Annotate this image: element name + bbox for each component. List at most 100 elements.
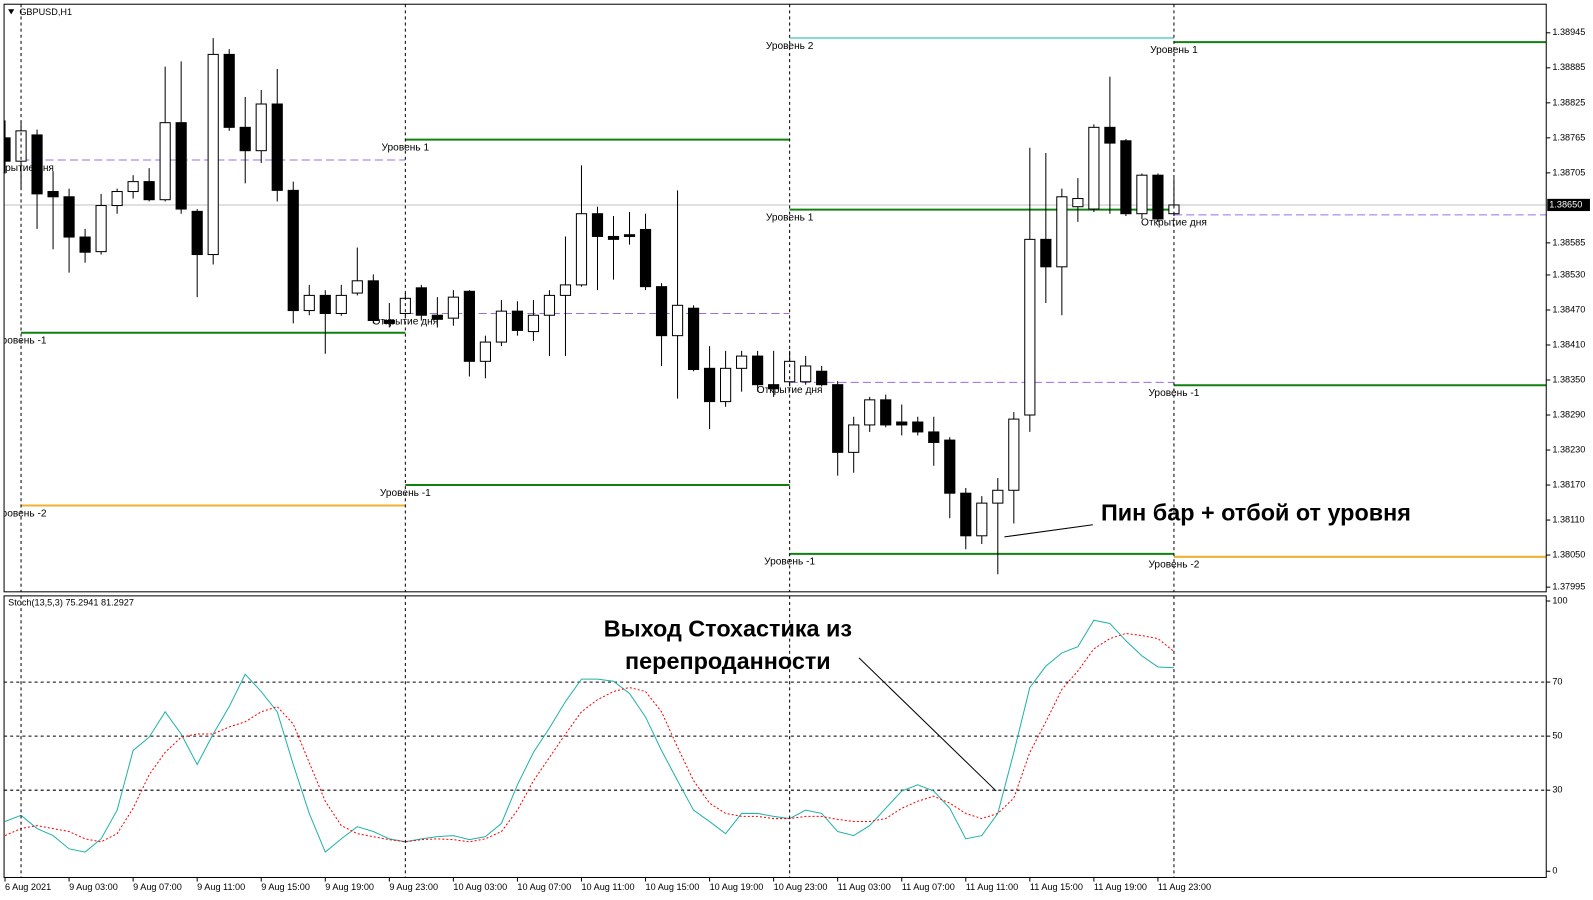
- level-label: Уровень -1: [1148, 388, 1199, 399]
- candle-body: [383, 319, 395, 324]
- y-tick-label: 1.38885: [1552, 62, 1585, 72]
- stoch-line: [4, 619, 1174, 853]
- chart-title: GBPUSD,H1: [19, 7, 72, 17]
- candle-body: [351, 280, 363, 294]
- candle-body: [191, 210, 203, 256]
- menu-triangle: [8, 9, 15, 15]
- y-tick-label: 1.38350: [1552, 374, 1585, 384]
- candle-body: [880, 399, 892, 426]
- candle-body: [303, 294, 315, 312]
- level-label: Открытие дня: [1141, 218, 1207, 229]
- y-tick-label: 1.38585: [1552, 237, 1585, 247]
- y-tick-label: 1.38290: [1552, 409, 1585, 419]
- candle-body: [111, 191, 123, 207]
- candle-body: [671, 304, 684, 337]
- x-tick-label: 9 Aug 11:00: [197, 882, 245, 892]
- candle-body: [319, 294, 331, 314]
- candle-body: [1024, 238, 1036, 416]
- candle-body: [447, 296, 459, 319]
- candle-body: [543, 294, 556, 316]
- candle-body: [960, 492, 972, 537]
- candle-body: [271, 103, 283, 191]
- candle-body: [832, 384, 844, 453]
- candle-body: [736, 355, 748, 369]
- y-tick-label: 1.38230: [1552, 444, 1585, 454]
- candle-body: [944, 439, 956, 494]
- y-tick-label: 30: [1552, 785, 1562, 795]
- candle-body: [1152, 174, 1164, 220]
- candle-body: [559, 284, 572, 296]
- candle-body: [864, 399, 876, 426]
- y-tick-label: 70: [1552, 677, 1562, 687]
- current-price-label: 1.38650: [1549, 199, 1582, 209]
- y-tick-label: 1.38050: [1552, 549, 1585, 559]
- candle-body: [79, 236, 91, 253]
- candle-body: [415, 287, 427, 316]
- axes: 1.38945 1.38885 1.38825 1.38765 1.38705 1.385…: [4, 4, 1590, 892]
- candle-body: [720, 367, 732, 403]
- stoch-line: [4, 632, 1175, 843]
- x-tick-label: 10 Aug 03:00: [453, 882, 507, 892]
- x-tick-label: 11 Aug 23:00: [1158, 882, 1211, 892]
- x-tick-label: 10 Aug 15:00: [646, 882, 700, 892]
- x-tick-label: 11 Aug 03:00: [838, 882, 891, 892]
- candle-body: [207, 53, 219, 256]
- candle-body: [928, 431, 940, 443]
- candle-body: [527, 314, 540, 333]
- x-tick-label: 10 Aug 23:00: [774, 882, 828, 892]
- level-label: Уровень -2: [0, 508, 47, 519]
- price-panel: Открытие дня Уровень -1 Уровень -2 Уровень …: [0, 37, 1547, 575]
- y-tick-label: 1.37995: [1552, 582, 1585, 592]
- candle-body: [816, 370, 828, 386]
- candle-body: [1056, 196, 1068, 268]
- candle-body: [1088, 126, 1100, 210]
- candle-body: [495, 310, 508, 343]
- candle-body: [95, 205, 107, 253]
- candle-body: [335, 294, 347, 314]
- candle-body: [255, 103, 267, 152]
- x-tick-label: 9 Aug 15:00: [261, 882, 310, 892]
- stoch-panel: [4, 619, 1547, 853]
- stoch-title: Stoch(13,5,3) 75.2941 81.2927: [8, 597, 134, 607]
- candle-body: [623, 234, 636, 237]
- x-tick-label: 11 Aug 11:00: [966, 882, 1018, 892]
- price-frame: [3, 3, 1547, 593]
- x-tick-label: 9 Aug 03:00: [69, 882, 118, 892]
- candle-body: [223, 53, 235, 128]
- candle-body: [768, 384, 780, 390]
- y-tick-label: 1.38825: [1552, 97, 1585, 107]
- x-tick-label: 10 Aug 19:00: [710, 882, 764, 892]
- y-tick-label: 0: [1552, 866, 1557, 876]
- candle-body: [143, 181, 155, 201]
- level-label: Уровень 1: [1150, 45, 1198, 56]
- candle-body: [752, 355, 764, 386]
- level-label: Уровень 1: [382, 142, 430, 153]
- annotation-arrow: [1004, 524, 1093, 538]
- level-label: Открытие дня: [0, 163, 54, 174]
- annotation: Пин бар + отбой от уровня: [1101, 500, 1411, 526]
- annotation: Выход Стохастика из: [604, 616, 852, 642]
- candle-body: [896, 421, 908, 426]
- candle-body: [800, 365, 812, 383]
- candle-body: [1104, 126, 1116, 144]
- candle-body: [703, 367, 716, 403]
- x-tick-label: 9 Aug 19:00: [325, 882, 374, 892]
- candle-body: [575, 213, 588, 286]
- candle-body: [479, 341, 491, 362]
- x-tick-label: 11 Aug 15:00: [1030, 882, 1083, 892]
- candle-body: [848, 424, 860, 453]
- candle-body: [1072, 198, 1084, 208]
- candle-body: [639, 228, 652, 288]
- x-tick-label: 11 Aug 19:00: [1094, 882, 1147, 892]
- candle-body: [655, 286, 668, 337]
- candle-body: [1008, 418, 1020, 491]
- annotation-arrow: [858, 657, 997, 792]
- candle-body: [127, 181, 139, 193]
- current-price-box: [1547, 198, 1590, 212]
- y-tick-label: 1.38110: [1552, 514, 1584, 524]
- candle-body: [1136, 174, 1148, 215]
- x-tick-label: 10 Aug 11:00: [581, 882, 634, 892]
- candle-body: [47, 191, 59, 198]
